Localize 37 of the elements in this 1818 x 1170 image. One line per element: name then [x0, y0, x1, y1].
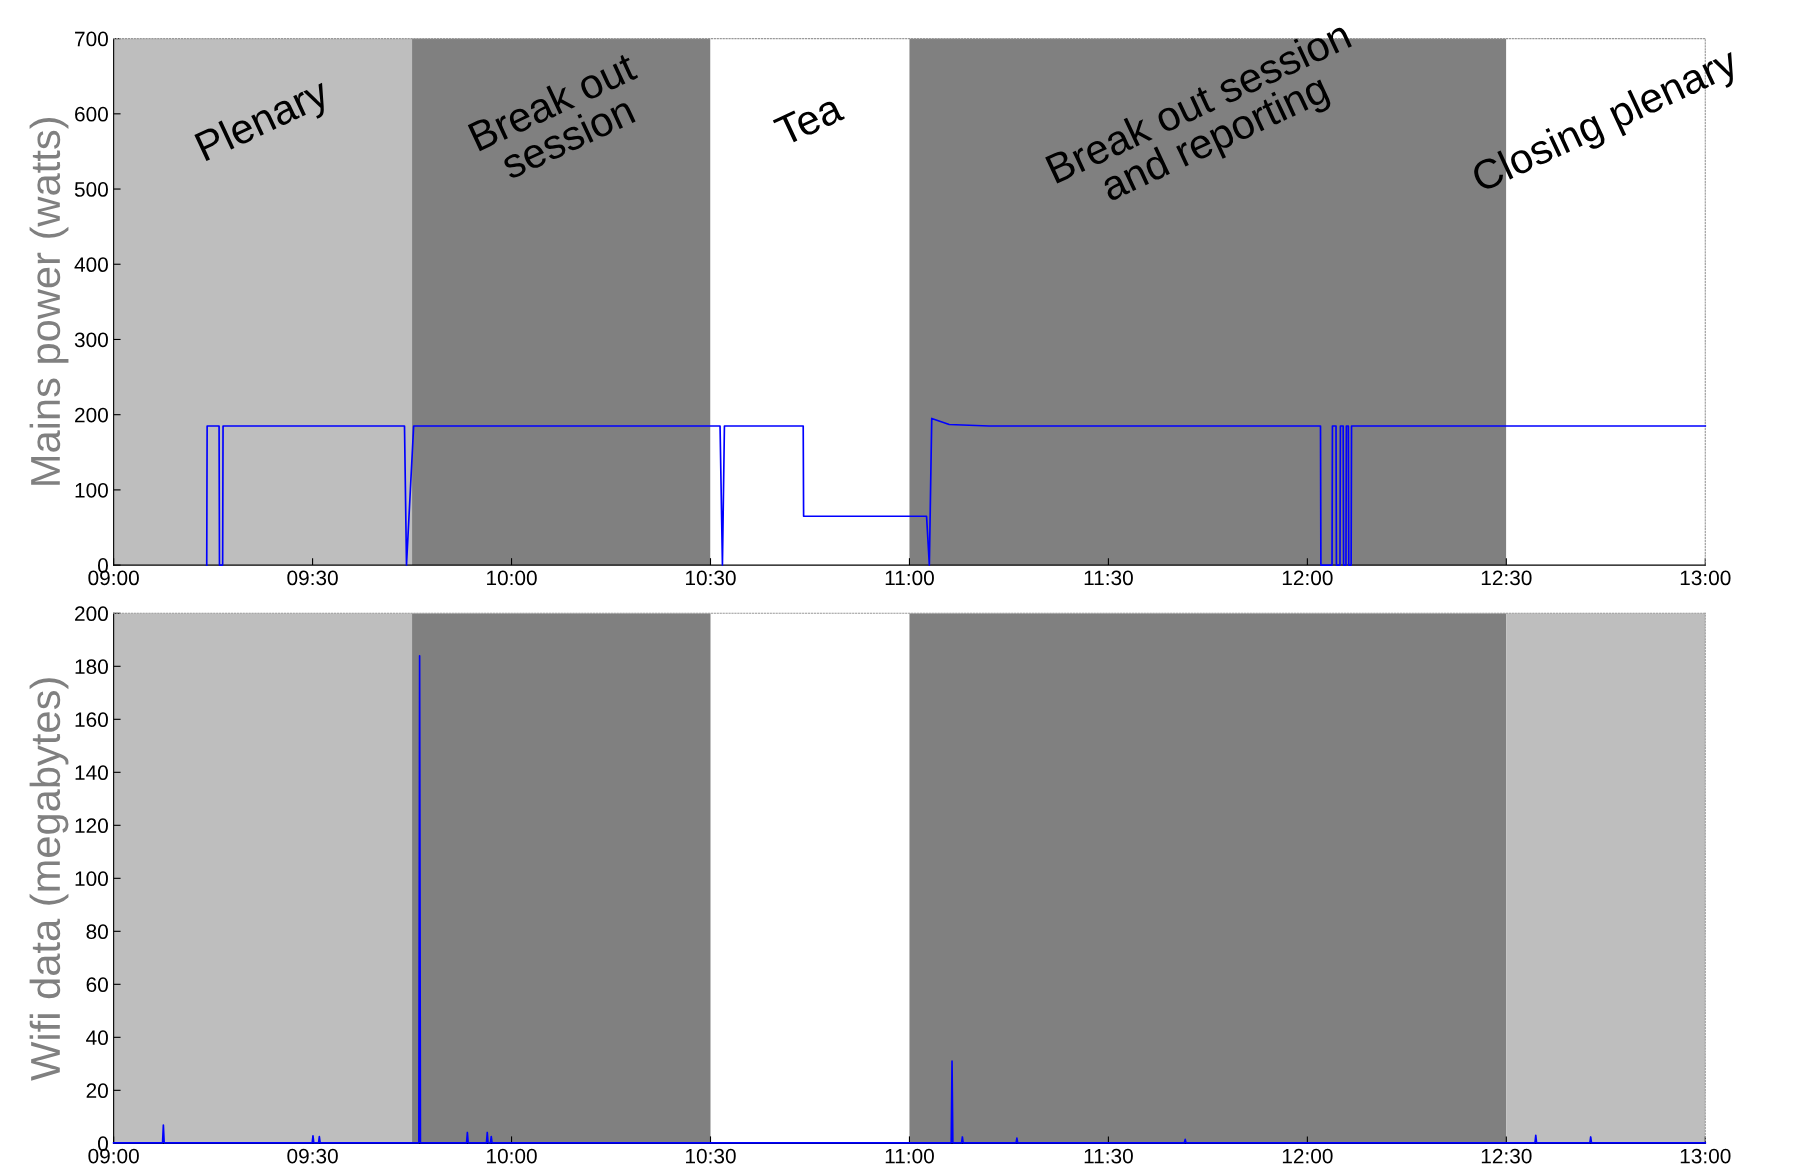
- y-tick-label: 40: [86, 1030, 108, 1046]
- y-axis-title: Mains power (watts): [29, 118, 69, 485]
- band-label: Tea: [772, 92, 846, 147]
- x-tick-label: 09:30: [287, 1148, 338, 1164]
- x-tick-label: 12:30: [1481, 570, 1532, 586]
- y-axis-title: Wifi data (megabytes): [29, 678, 69, 1081]
- x-tick-label: 11:00: [885, 570, 934, 586]
- x-tick-label: 11:30: [1084, 570, 1133, 586]
- y-tick-label: 600: [75, 106, 108, 122]
- y-tick-label: 160: [75, 712, 108, 728]
- x-tick-label: 13:00: [1680, 570, 1731, 586]
- y-tick-label: 200: [75, 606, 108, 622]
- x-tick-label: 09:30: [287, 570, 338, 586]
- line-series: [205, 417, 1707, 566]
- x-tick-label: 10:00: [487, 570, 537, 586]
- y-tick-label: 700: [75, 31, 108, 47]
- y-tick-label: 20: [86, 1083, 108, 1099]
- y-tick-label: 80: [86, 924, 108, 940]
- x-tick-label: 11:30: [1084, 1148, 1133, 1164]
- x-tick-label: 12:30: [1481, 1148, 1532, 1164]
- x-tick-label: 12:00: [1282, 570, 1333, 586]
- y-tick-label: 400: [74, 257, 108, 273]
- x-tick-label: 13:00: [1680, 1148, 1731, 1164]
- y-tick-label: 500: [74, 182, 108, 197]
- y-tick-label: 60: [86, 977, 108, 993]
- x-tick-label: 10:00: [487, 1148, 537, 1164]
- x-tick-label: 10:30: [686, 570, 736, 586]
- y-tick-label: 180: [75, 659, 108, 675]
- y-tick-label: 100: [75, 482, 108, 498]
- y-tick-label: 200: [75, 407, 108, 423]
- x-tick-label: 11:00: [885, 1148, 934, 1164]
- y-tick-label: 120: [75, 818, 108, 834]
- x-tick-label: 12:00: [1282, 1148, 1333, 1164]
- y-tick-label: 100: [75, 871, 108, 887]
- y-tick-label: 300: [74, 332, 108, 348]
- y-tick-label: 140: [75, 765, 108, 781]
- x-tick-label: 10:30: [686, 1148, 736, 1164]
